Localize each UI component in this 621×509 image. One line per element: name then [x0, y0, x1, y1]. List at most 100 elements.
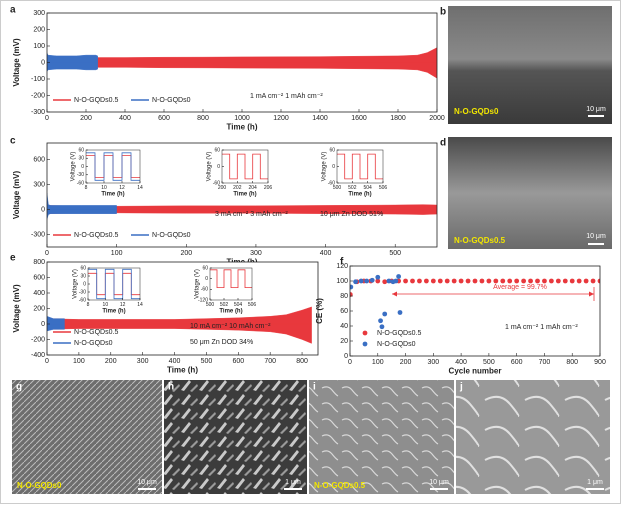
voltage-envelope [47, 47, 437, 63]
inset-chart: -120 -60 0 60 500 502 504 506 Time (h) Voltage (V… [195, 265, 257, 314]
ce-point [493, 278, 499, 284]
annotation: 3 mA cm⁻² 3 mAh cm⁻² [215, 211, 288, 218]
x-tick-label: 400 [320, 250, 332, 257]
panel-label: e [10, 253, 16, 264]
scale-label: 1 μm [587, 479, 603, 486]
y-tick-label: 100 [336, 278, 348, 285]
y-tick-label: 60 [80, 265, 86, 271]
voltage-envelope [47, 62, 437, 79]
x-axis-label: Time (h) [102, 309, 125, 315]
x-tick-label: 2000 [429, 115, 445, 122]
sem-image: j 1 μm [456, 380, 610, 494]
axis-frame [46, 142, 438, 248]
y-tick-label: -200 [31, 92, 45, 99]
y-tick-label: -100 [31, 76, 45, 83]
x-tick-label: 10 [101, 185, 107, 191]
y-tick-label: 60 [340, 308, 348, 315]
image-caption: N-O-GQDs0.5 [454, 236, 506, 245]
chart: 0 20 40 60 80 100 120 0 100 200 300 400 500 600 700 800… [315, 263, 606, 376]
panel-label: a [10, 5, 16, 16]
x-tick-label: 14 [137, 185, 143, 191]
image-caption: N-O-GQDs0.5 [314, 481, 366, 490]
y-tick-label: -300 [31, 109, 45, 116]
image-caption: N-O-GQDs0 [17, 481, 62, 490]
scale-label: 10 μm [137, 479, 157, 486]
x-tick-label: 600 [158, 115, 170, 122]
plot-marks [47, 306, 312, 344]
x-tick-label: 100 [73, 358, 85, 365]
ce-point [507, 278, 513, 284]
annotation: 10 μm Zn DOD 51% [320, 211, 383, 218]
x-tick-label: 200 [80, 115, 92, 122]
ce-point [465, 278, 471, 284]
y-tick-label: 20 [340, 338, 348, 345]
x-tick-label: 400 [169, 358, 181, 365]
x-tick-label: 506 [379, 185, 388, 191]
y-tick-label: -60 [77, 180, 84, 186]
y-tick-label: 60 [329, 147, 335, 153]
x-tick-label: 1000 [234, 115, 250, 122]
ce-point [382, 311, 388, 317]
ce-point [393, 278, 399, 284]
x-axis-label: Cycle number [449, 367, 502, 376]
legend-swatch [362, 341, 368, 347]
ce-point [397, 310, 403, 315]
x-axis-label: Time (h) [101, 192, 124, 198]
y-axis-label: Voltage (V) [195, 269, 201, 299]
x-tick-label: 0 [45, 358, 49, 365]
x-tick-label: 600 [232, 358, 244, 365]
scale-bar [284, 488, 302, 490]
y-tick-label: 60 [78, 147, 84, 153]
ce-point [358, 278, 364, 284]
scale-bar [430, 488, 448, 490]
scale-label: 10 μm [586, 106, 606, 113]
y-tick-label: 600 [33, 156, 45, 163]
ce-point [451, 278, 457, 284]
plot-marks [350, 274, 600, 330]
y-tick-label: 60 [202, 265, 208, 271]
annotation: 10 mA cm⁻² 10 mAh cm⁻² [190, 323, 271, 330]
legend-label: N-O-GQDs0 [152, 97, 191, 104]
x-tick-label: 12 [119, 185, 125, 191]
x-tick-label: 400 [455, 359, 467, 366]
scale-label: 10 μm [586, 233, 606, 240]
x-tick-label: 800 [296, 358, 308, 365]
x-axis-label: Time (h) [233, 192, 256, 198]
ce-point [458, 278, 464, 284]
ce-point [535, 278, 540, 284]
scale-bar [588, 115, 604, 117]
x-tick-label: 12 [120, 302, 126, 308]
ce-point [479, 278, 485, 284]
x-tick-label: 700 [264, 358, 276, 365]
sem-image: g N-O-GQDs0 10 μm [12, 380, 162, 494]
plot-marks [210, 269, 252, 288]
x-tick-label: 300 [427, 359, 439, 366]
voltage-line [222, 153, 268, 180]
x-tick-label: 204 [248, 185, 257, 191]
y-axis-label: Voltage (V) [207, 152, 213, 182]
x-tick-label: 8 [87, 302, 90, 308]
y-axis-label: Voltage (mV) [12, 171, 21, 220]
sem-photo [448, 6, 612, 124]
sem-photo [164, 380, 307, 494]
ce-point [562, 278, 568, 284]
voltage-envelope [47, 323, 312, 344]
y-tick-label: -200 [31, 336, 45, 343]
y-tick-label: -60 [79, 297, 86, 303]
x-tick-label: 800 [566, 359, 578, 366]
axis-frame [209, 267, 253, 301]
ce-point [590, 278, 596, 284]
legend-label: N-O-GQDs0.5 [74, 232, 118, 239]
plot-marks [88, 268, 140, 300]
x-tick-label: 100 [372, 359, 384, 366]
scale-bar [138, 488, 156, 490]
x-tick-label: 200 [400, 359, 412, 366]
x-tick-label: 200 [105, 358, 117, 365]
x-axis-label: Time (h) [167, 366, 198, 375]
ce-point [521, 278, 527, 284]
plot-marks [47, 192, 437, 220]
voltage-line [210, 269, 252, 288]
x-tick-label: 1200 [273, 115, 289, 122]
x-tick-label: 600 [511, 359, 523, 366]
